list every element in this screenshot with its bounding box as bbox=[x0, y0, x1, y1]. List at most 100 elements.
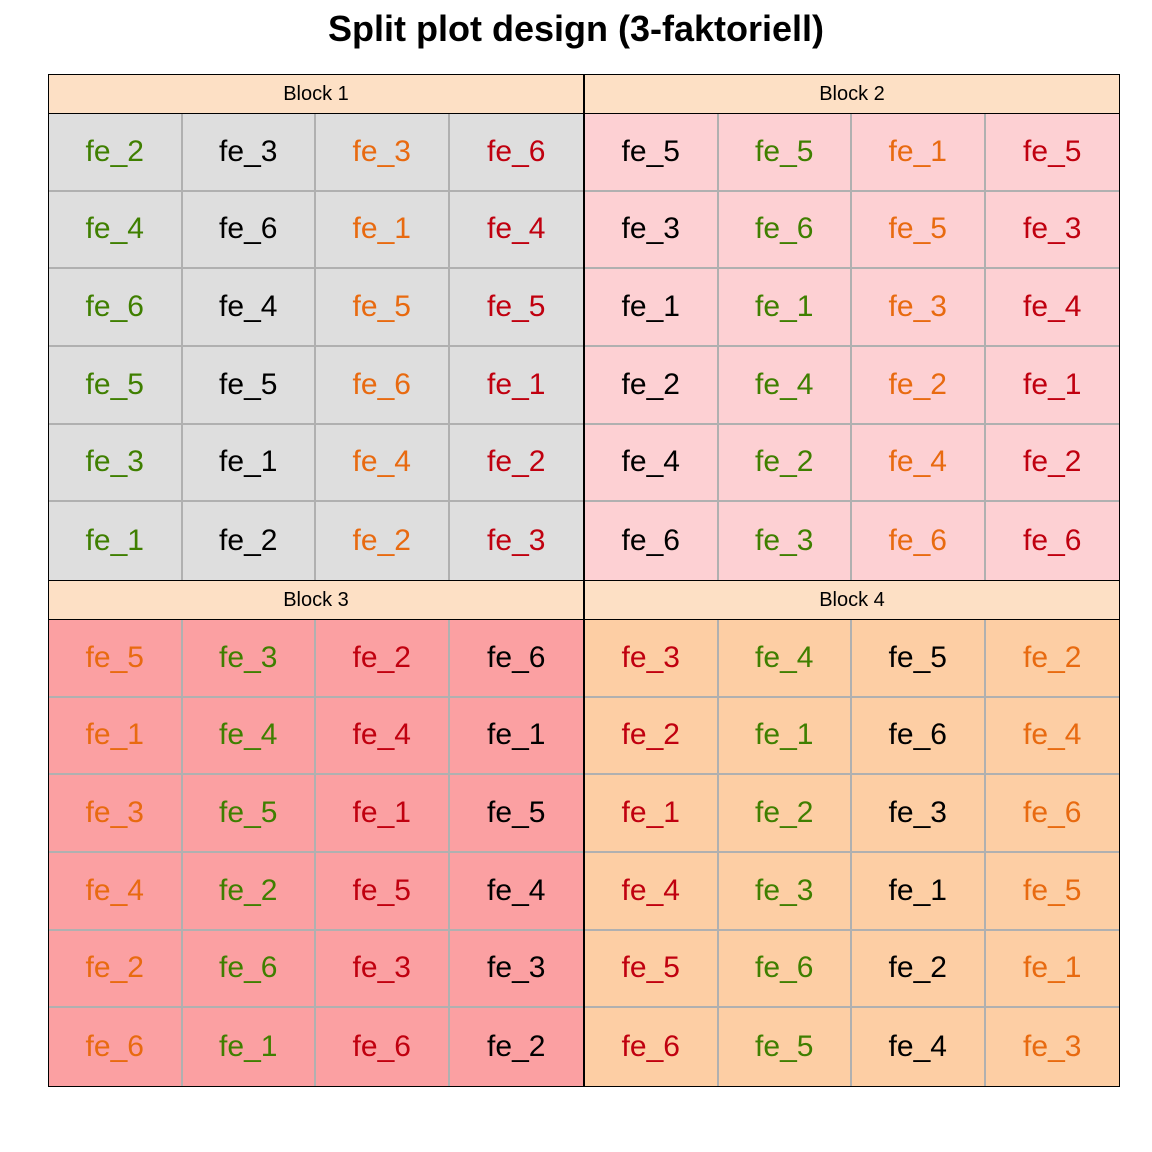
plot-cell: fe_1 bbox=[449, 347, 583, 425]
plot-cell: fe_3 bbox=[1023, 1030, 1082, 1064]
plot-cell: fe_5 bbox=[449, 269, 583, 347]
block-grid: fe_5 fe_3 fe_2 fe_6 fe_1 fe_4 fe_4 fe_1 fe_3 fe_5… bbox=[48, 619, 584, 1087]
plot-cell: fe_6 bbox=[182, 930, 316, 1009]
plot-cell: fe_6 bbox=[449, 620, 583, 698]
plot-cell: fe_1 bbox=[718, 697, 852, 776]
plot-cell: fe_1 bbox=[852, 852, 986, 931]
plot-cell: fe_5 bbox=[585, 930, 719, 1009]
plot-cell: fe_5 bbox=[449, 775, 583, 853]
plot-cell: fe_6 bbox=[852, 697, 986, 776]
plot-cell: fe_3 bbox=[316, 114, 450, 192]
plot-cell: fe_1 bbox=[49, 697, 183, 776]
plot-cell: fe_4 bbox=[985, 269, 1119, 347]
plot-cell: fe_3 bbox=[182, 114, 316, 192]
plot-cell: fe_3 bbox=[449, 931, 583, 1009]
block-label: Block 2 bbox=[584, 74, 1120, 114]
plot-cell: fe_3 bbox=[49, 424, 183, 503]
plot-cell: fe_1 bbox=[183, 1008, 316, 1086]
plot-cell: fe_2 bbox=[487, 1030, 546, 1064]
plot-cell: fe_2 bbox=[182, 852, 316, 931]
plot-cell: fe_6 bbox=[585, 502, 719, 580]
plot-cell: fe_6 bbox=[316, 1008, 450, 1086]
plot-cell: fe_5 bbox=[182, 346, 316, 425]
plot-cell: fe_2 bbox=[49, 114, 183, 192]
plot-cell: fe_4 bbox=[449, 853, 583, 931]
plot-cell: fe_6 bbox=[49, 1008, 183, 1086]
plot-cell: fe_6 bbox=[718, 930, 852, 1009]
plot-cell: fe_2 bbox=[585, 697, 719, 776]
plot-cell: fe_3 bbox=[985, 192, 1119, 270]
plot-cell: fe_2 bbox=[852, 930, 986, 1009]
block-panel-3: Block 3 fe_5 fe_3 fe_2 fe_6 fe_1 fe_4 fe_4 fe_1 f… bbox=[48, 580, 584, 1087]
diagram-title: Split plot design (3-faktoriell) bbox=[327, 8, 825, 49]
plot-cell: fe_5 bbox=[985, 114, 1119, 192]
plot-cell: fe_1 bbox=[182, 424, 316, 503]
plot-cell: fe_4 bbox=[585, 424, 719, 503]
plot-cell: fe_2 bbox=[718, 775, 852, 853]
plot-cell: fe_4 bbox=[852, 424, 986, 503]
plot-cell: fe_4 bbox=[316, 424, 450, 503]
plot-cell: fe_3 bbox=[585, 620, 719, 698]
plot-cell: fe_6 bbox=[316, 346, 450, 425]
plot-cell: fe_4 bbox=[449, 192, 583, 270]
plot-cell: fe_1 bbox=[852, 114, 986, 192]
plot-cell: fe_6 bbox=[718, 191, 852, 270]
plot-cell: fe_2 bbox=[183, 502, 316, 580]
plot-cell: fe_4 bbox=[316, 697, 450, 776]
plot-cell: fe_5 bbox=[49, 620, 183, 698]
plot-cell: fe_1 bbox=[985, 347, 1119, 425]
block-panel-2: Block 2 fe_5 fe_5 fe_1 fe_5 fe_3 fe_6 fe_5 fe_3 f… bbox=[584, 74, 1120, 581]
plot-cell: fe_3 bbox=[718, 852, 852, 931]
plot-cell: fe_6 bbox=[1023, 524, 1082, 558]
plot-cell: fe_2 bbox=[316, 620, 450, 698]
plot-cell: fe_1 bbox=[316, 775, 450, 853]
plot-cell: fe_5 bbox=[852, 191, 986, 270]
plot-cell: fe_2 bbox=[985, 425, 1119, 503]
plot-cell: fe_4 bbox=[49, 852, 183, 931]
plot-cell: fe_3 bbox=[487, 524, 546, 558]
plot-cell: fe_5 bbox=[316, 852, 450, 931]
plot-cell: fe_5 bbox=[49, 346, 183, 425]
plot-cell: fe_1 bbox=[49, 502, 183, 580]
plot-cell: fe_3 bbox=[719, 502, 852, 580]
plot-cell: fe_1 bbox=[449, 698, 583, 776]
plot-cell: fe_5 bbox=[585, 114, 719, 192]
plot-cell: fe_4 bbox=[718, 620, 852, 698]
plot-cell: fe_3 bbox=[316, 930, 450, 1009]
plot-cell: fe_3 bbox=[852, 269, 986, 347]
plot-cell: fe_1 bbox=[985, 931, 1119, 1009]
plot-cell: fe_4 bbox=[182, 269, 316, 347]
plot-cell: fe_1 bbox=[718, 269, 852, 347]
plot-cell: fe_1 bbox=[316, 191, 450, 270]
block-grid: fe_5 fe_5 fe_1 fe_5 fe_3 fe_6 fe_5 fe_3 fe_1 fe_1… bbox=[584, 113, 1120, 581]
plot-cell: fe_6 bbox=[852, 502, 986, 580]
plot-cell: fe_6 bbox=[985, 775, 1119, 853]
plot-cell: fe_3 bbox=[182, 620, 316, 698]
block-grid: fe_3 fe_4 fe_5 fe_2 fe_2 fe_1 fe_6 fe_4 fe_1 fe_2… bbox=[584, 619, 1120, 1087]
plot-cell: fe_6 bbox=[449, 114, 583, 192]
block-panel-1: Block 1 fe_2 fe_3 fe_3 fe_6 fe_4 fe_6 fe_1 fe_4 f… bbox=[48, 74, 584, 581]
plot-cell: fe_2 bbox=[718, 424, 852, 503]
block-grid: fe_2 fe_3 fe_3 fe_6 fe_4 fe_6 fe_1 fe_4 fe_6 fe_4… bbox=[48, 113, 584, 581]
plot-cell: fe_4 bbox=[49, 191, 183, 270]
plot-cell: fe_2 bbox=[49, 930, 183, 1009]
plot-cell: fe_1 bbox=[585, 269, 719, 347]
plot-cell: fe_4 bbox=[585, 852, 719, 931]
plot-cell: fe_4 bbox=[985, 698, 1119, 776]
plot-cell: fe_5 bbox=[182, 775, 316, 853]
plot-cell: fe_2 bbox=[852, 346, 986, 425]
plot-cell: fe_2 bbox=[985, 620, 1119, 698]
plot-cell: fe_3 bbox=[585, 191, 719, 270]
plot-cell: fe_2 bbox=[316, 502, 450, 580]
plot-cell: fe_6 bbox=[49, 269, 183, 347]
plot-cell: fe_3 bbox=[852, 775, 986, 853]
plot-cell: fe_6 bbox=[182, 191, 316, 270]
plot-cell: fe_4 bbox=[182, 697, 316, 776]
plot-cell: fe_5 bbox=[719, 1008, 852, 1086]
plot-cell: fe_6 bbox=[585, 1008, 719, 1086]
block-label: Block 1 bbox=[48, 74, 584, 114]
plot-cell: fe_4 bbox=[718, 346, 852, 425]
block-label: Block 4 bbox=[584, 580, 1120, 620]
block-panel-4: Block 4 fe_3 fe_4 fe_5 fe_2 fe_2 fe_1 fe_6 fe_4 f… bbox=[584, 580, 1120, 1087]
plot-cell: fe_5 bbox=[985, 853, 1119, 931]
